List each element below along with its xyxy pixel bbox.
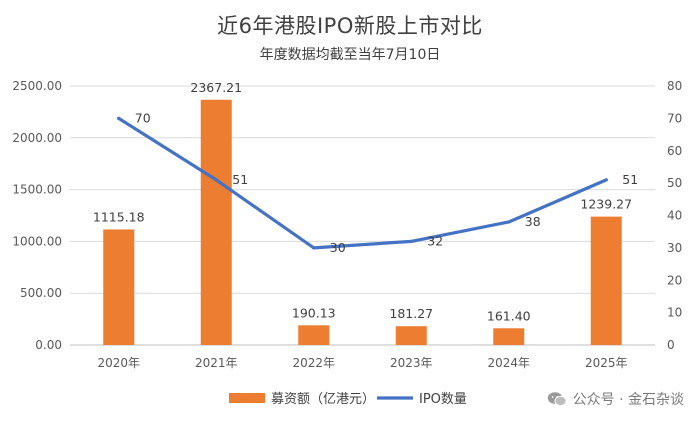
- line-point: [604, 178, 608, 182]
- y-left-tick-label: 500.00: [20, 286, 62, 300]
- x-tick-label: 2020年: [97, 356, 140, 370]
- line-point: [507, 220, 511, 224]
- y-left-tick-label: 2500.00: [12, 79, 62, 93]
- chart-subtitle: 年度数据均截至当年7月10日: [259, 47, 441, 63]
- y-left-tick-label: 1500.00: [12, 183, 62, 197]
- line-point: [117, 116, 121, 120]
- y-right-tick-label: 50: [667, 176, 682, 190]
- bar: [493, 328, 525, 345]
- bar: [103, 229, 135, 345]
- x-tick-label: 2025年: [585, 356, 628, 370]
- line-data-label: 30: [330, 240, 346, 255]
- bar-data-label: 2367.21: [190, 80, 242, 95]
- y-right-tick-label: 10: [667, 306, 682, 320]
- y-left-tick-label: 0.00: [35, 338, 62, 352]
- chart-title: 近6年港股IPO新股上市对比: [217, 14, 483, 38]
- y-left-tick-label: 2000.00: [12, 131, 62, 145]
- x-tick-label: 2021年: [195, 356, 238, 370]
- watermark-text: 公众号 · 金石杂谈: [572, 392, 684, 408]
- bar: [298, 325, 330, 345]
- bar-data-label: 190.13: [292, 305, 336, 320]
- line-point: [409, 239, 413, 243]
- bar: [395, 326, 427, 345]
- bar: [590, 216, 622, 345]
- line-data-label: 32: [427, 233, 443, 248]
- y-right-tick-label: 20: [667, 273, 682, 287]
- y-right-tick-label: 60: [667, 144, 682, 158]
- line-data-label: 38: [525, 214, 541, 229]
- y-right-tick-label: 0: [667, 338, 675, 352]
- x-tick-label: 2024年: [487, 356, 530, 370]
- x-tick-label: 2023年: [390, 356, 433, 370]
- bar: [200, 99, 232, 345]
- y-right-tick-label: 40: [667, 209, 682, 223]
- line-data-label: 51: [232, 172, 248, 187]
- y-right-tick-label: 70: [667, 111, 682, 125]
- bar-data-label: 161.40: [487, 308, 531, 323]
- bar-data-label: 181.27: [389, 306, 433, 321]
- line-data-label: 51: [622, 172, 638, 187]
- y-right-tick-label: 30: [667, 241, 682, 255]
- bar-data-label: 1239.27: [580, 197, 632, 212]
- wechat-icon: [547, 392, 567, 407]
- legend-label-bar: 募资额（亿港元）: [271, 392, 375, 407]
- line-point: [312, 246, 316, 250]
- series-line: [117, 116, 608, 250]
- bar-data-label: 1115.18: [93, 209, 145, 224]
- watermark: 公众号 · 金石杂谈: [547, 389, 684, 409]
- line-point: [214, 178, 218, 182]
- legend-label-line: IPO数量: [419, 392, 467, 407]
- y-left-tick-label: 1000.00: [12, 234, 62, 248]
- y-right-tick-label: 80: [667, 79, 682, 93]
- line-data-label: 70: [135, 110, 151, 125]
- x-tick-label: 2022年: [292, 356, 335, 370]
- legend-swatch-bar: [229, 393, 265, 403]
